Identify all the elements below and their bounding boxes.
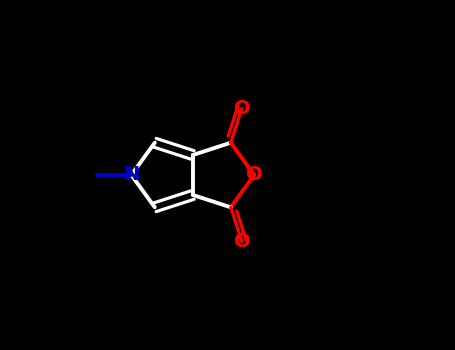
Text: N: N <box>123 166 139 184</box>
Text: O: O <box>233 99 250 118</box>
Text: O: O <box>233 232 250 251</box>
Text: O: O <box>246 166 263 184</box>
